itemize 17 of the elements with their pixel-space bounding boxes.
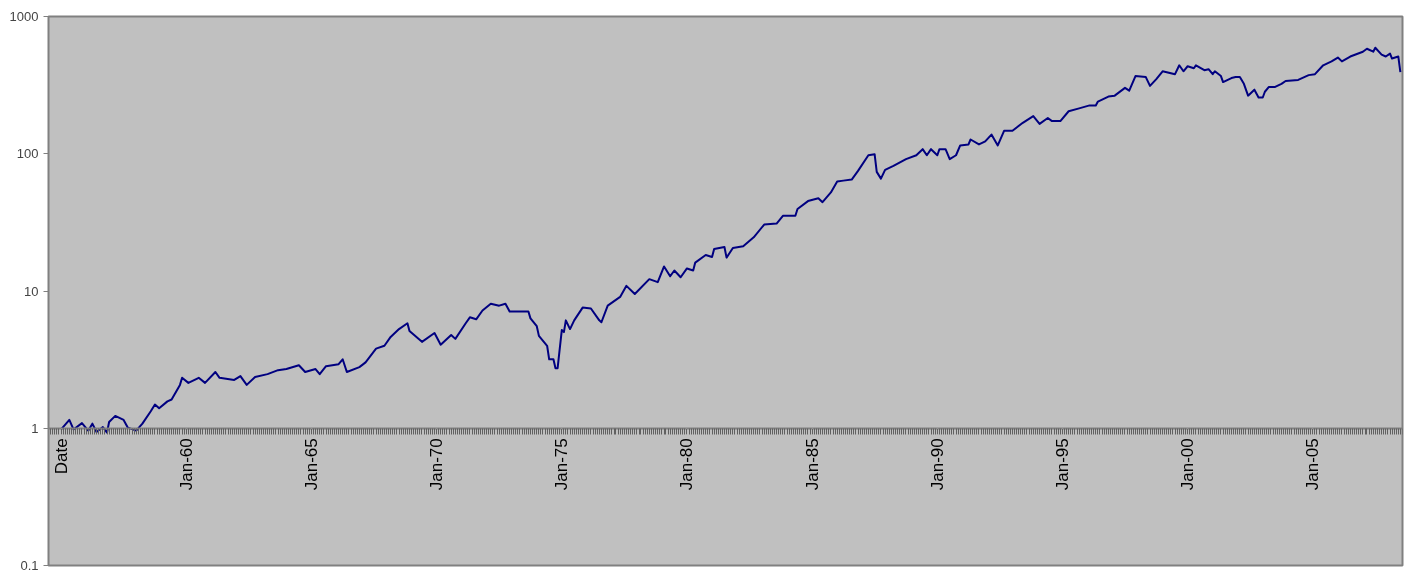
x-tick-label: Jan-00 <box>1178 438 1198 491</box>
y-tick-label: 1 <box>31 420 39 436</box>
x-tick-label: Jan-60 <box>176 438 196 491</box>
x-tick-label: Jan-65 <box>301 438 321 491</box>
line-series <box>60 46 1402 434</box>
y-tick-label: 10 <box>24 283 39 299</box>
x-tick-label: Jan-90 <box>927 438 947 491</box>
x-tick-label: Jan-75 <box>552 438 572 491</box>
y-tick-label: 0.1 <box>20 558 39 573</box>
x-tick-label: Jan-95 <box>1052 438 1072 491</box>
x-tick-label: Jan-85 <box>802 438 822 491</box>
x-tick-label: Jan-05 <box>1303 438 1323 491</box>
x-tick-label: Date <box>51 438 71 475</box>
y-tick-label: 100 <box>16 146 39 162</box>
x-tick-label: Jan-70 <box>427 438 447 491</box>
x-tick-label: Jan-80 <box>677 438 697 491</box>
y-tick-label: 1000 <box>9 9 39 24</box>
